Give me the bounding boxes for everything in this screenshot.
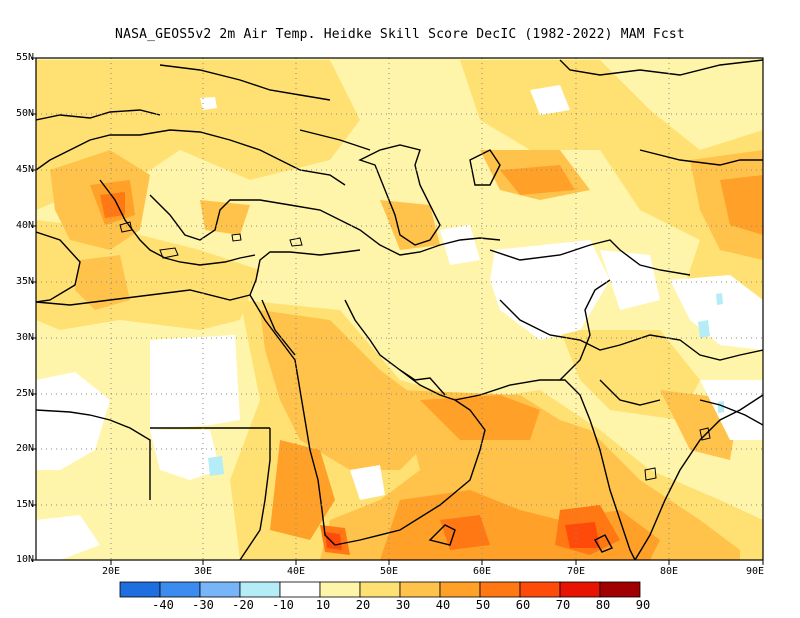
colorbar-label: 50 [475, 598, 491, 612]
colorbar-label: 20 [355, 598, 371, 612]
colorbar-label: 80 [595, 598, 611, 612]
colorbar-label: 10 [315, 598, 331, 612]
colorbar-label: 30 [395, 598, 411, 612]
lon-label-60e: 60E [472, 566, 492, 577]
colorbar-label: 90 [635, 598, 651, 612]
colorbar [119, 581, 641, 598]
lon-label-70e: 70E [566, 566, 586, 577]
colorbar-label: -20 [232, 598, 254, 612]
colorbar-swatch [279, 581, 321, 598]
colorbar-swatch [319, 581, 361, 598]
coastlines [36, 59, 763, 560]
axis-ticks [31, 57, 764, 565]
lat-label-10n: 10N [15, 554, 34, 565]
colorbar-label: 40 [435, 598, 451, 612]
colorbar-swatch [119, 581, 161, 598]
lat-label-55n: 55N [15, 52, 34, 63]
lat-label-45n: 45N [15, 164, 34, 175]
lon-label-80e: 80E [659, 566, 679, 577]
lat-label-50n: 50N [15, 108, 34, 119]
graticule [36, 58, 763, 560]
colorbar-label: 70 [555, 598, 571, 612]
lon-label-50e: 50E [379, 566, 399, 577]
lon-label-40e: 40E [286, 566, 306, 577]
lat-label-20n: 20N [15, 443, 34, 454]
colorbar-swatch [359, 581, 401, 598]
colorbar-swatch [199, 581, 241, 598]
colorbar-swatch [559, 581, 601, 598]
colorbar-swatch [519, 581, 561, 598]
plot-frame [35, 57, 764, 561]
lon-label-30e: 30E [193, 566, 213, 577]
colorbar-swatch [479, 581, 521, 598]
data-field [36, 58, 763, 560]
map-title: NASA_GEOS5v2 2m Air Temp. Heidke Skill S… [115, 27, 685, 42]
colorbar-swatch [599, 581, 641, 598]
lat-label-15n: 15N [15, 499, 34, 510]
lon-label-20e: 20E [101, 566, 121, 577]
colorbar-swatch [159, 581, 201, 598]
colorbar-swatch [399, 581, 441, 598]
islands [119, 221, 711, 481]
colorbar-swatch [239, 581, 281, 598]
colorbar-label: -10 [272, 598, 294, 612]
lon-label-90e: 90E [745, 566, 765, 577]
colorbar-label: -40 [152, 598, 174, 612]
colorbar-label: -30 [192, 598, 214, 612]
lat-label-40n: 40N [15, 220, 34, 231]
colorbar-label: 60 [515, 598, 531, 612]
lat-label-35n: 35N [15, 276, 34, 287]
lat-label-30n: 30N [15, 332, 34, 343]
lat-label-25n: 25N [15, 388, 34, 399]
colorbar-swatch [439, 581, 481, 598]
